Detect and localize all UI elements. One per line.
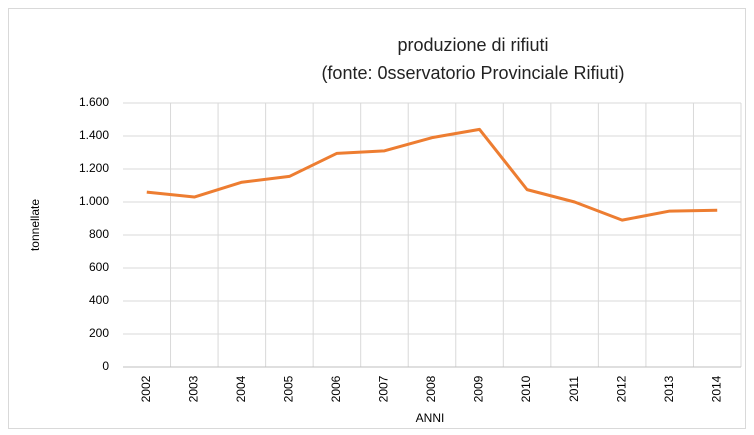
y-tick-label: 800	[89, 227, 109, 241]
y-tick-label: 1.200	[79, 161, 109, 175]
x-tick-label: 2012	[614, 375, 628, 402]
y-axis-label: tonnellate	[28, 199, 42, 251]
x-tick-label: 2006	[329, 375, 343, 402]
x-tick-label: 2003	[186, 375, 200, 402]
x-tick-label: 2002	[139, 375, 153, 402]
x-tick-label: 2013	[662, 375, 676, 402]
y-tick-label: 0	[102, 359, 109, 373]
x-tick-label: 2011	[567, 376, 581, 402]
x-axis-label: ANNI	[416, 411, 445, 425]
chart-border	[8, 8, 746, 429]
x-tick-label: 2010	[519, 375, 533, 402]
y-tick-label: 200	[89, 326, 109, 340]
line-series	[146, 127, 718, 222]
x-tick-label: 2009	[472, 375, 486, 402]
y-tick-label: 1.600	[79, 95, 109, 109]
x-tick-label: 2004	[234, 375, 248, 402]
chart-title: produzione di rifiuti	[397, 35, 548, 55]
y-tick-label: 600	[89, 260, 109, 274]
x-tick-label: 2007	[377, 375, 391, 402]
chart-subtitle: (fonte: 0sservatorio Provinciale Rifiuti…	[321, 63, 624, 83]
x-tick-label: 2005	[282, 375, 296, 402]
y-tick-label: 400	[89, 293, 109, 307]
y-tick-label: 1.000	[79, 194, 109, 208]
y-tick-label: 1.400	[79, 128, 109, 142]
x-tick-label: 2008	[424, 375, 438, 402]
x-tick-label: 2014	[709, 375, 723, 402]
